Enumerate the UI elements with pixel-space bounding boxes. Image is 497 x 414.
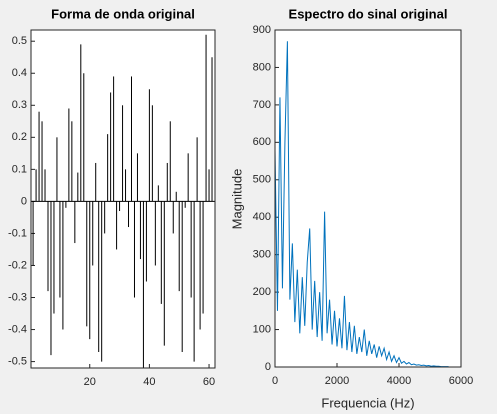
- y-tick-label: 300: [253, 249, 271, 261]
- y-tick-label: 700: [253, 99, 271, 111]
- x-tick-label: 40: [143, 376, 155, 388]
- y-tick-label: 0.2: [12, 131, 27, 143]
- y-tick-label: 0.4: [12, 67, 27, 79]
- y-tick-label: 900: [253, 24, 271, 36]
- y-tick-label: 500: [253, 174, 271, 186]
- y-tick-label: -0.2: [8, 259, 27, 271]
- y-tick-label: -0.4: [8, 323, 27, 335]
- y-tick-label: 600: [253, 136, 271, 148]
- y-tick-label: 200: [253, 286, 271, 298]
- chart-title: Forma de onda original: [51, 6, 195, 21]
- y-tick-label: 0.3: [12, 99, 27, 111]
- axes-box: [274, 29, 462, 368]
- x-tick-label: 0: [272, 375, 278, 387]
- chart-title: Espectro do sinal original: [289, 6, 448, 21]
- x-tick-label: 60: [203, 376, 215, 388]
- x-axis-label: Frequencia (Hz): [321, 395, 414, 410]
- y-tick-label: 0: [265, 361, 271, 373]
- x-tick-label: 6000: [449, 375, 473, 387]
- spectrum-line: [274, 41, 449, 368]
- y-tick-label: 100: [253, 323, 271, 335]
- x-tick-label: 2000: [325, 375, 349, 387]
- y-tick-label: 0: [21, 195, 27, 207]
- y-tick-label: 800: [253, 61, 271, 73]
- y-tick-label: -0.5: [8, 355, 27, 367]
- y-tick-label: -0.1: [8, 227, 27, 239]
- y-tick-label: 400: [253, 211, 271, 223]
- axes-box: [30, 29, 216, 369]
- y-tick-label: 0.5: [12, 35, 27, 47]
- x-tick-label: 4000: [387, 375, 411, 387]
- y-axis-label: Magnitude: [229, 169, 244, 230]
- x-tick-label: 20: [84, 376, 96, 388]
- y-tick-label: -0.3: [8, 291, 27, 303]
- plot-area: [275, 30, 461, 367]
- y-tick-label: 0.1: [12, 163, 27, 175]
